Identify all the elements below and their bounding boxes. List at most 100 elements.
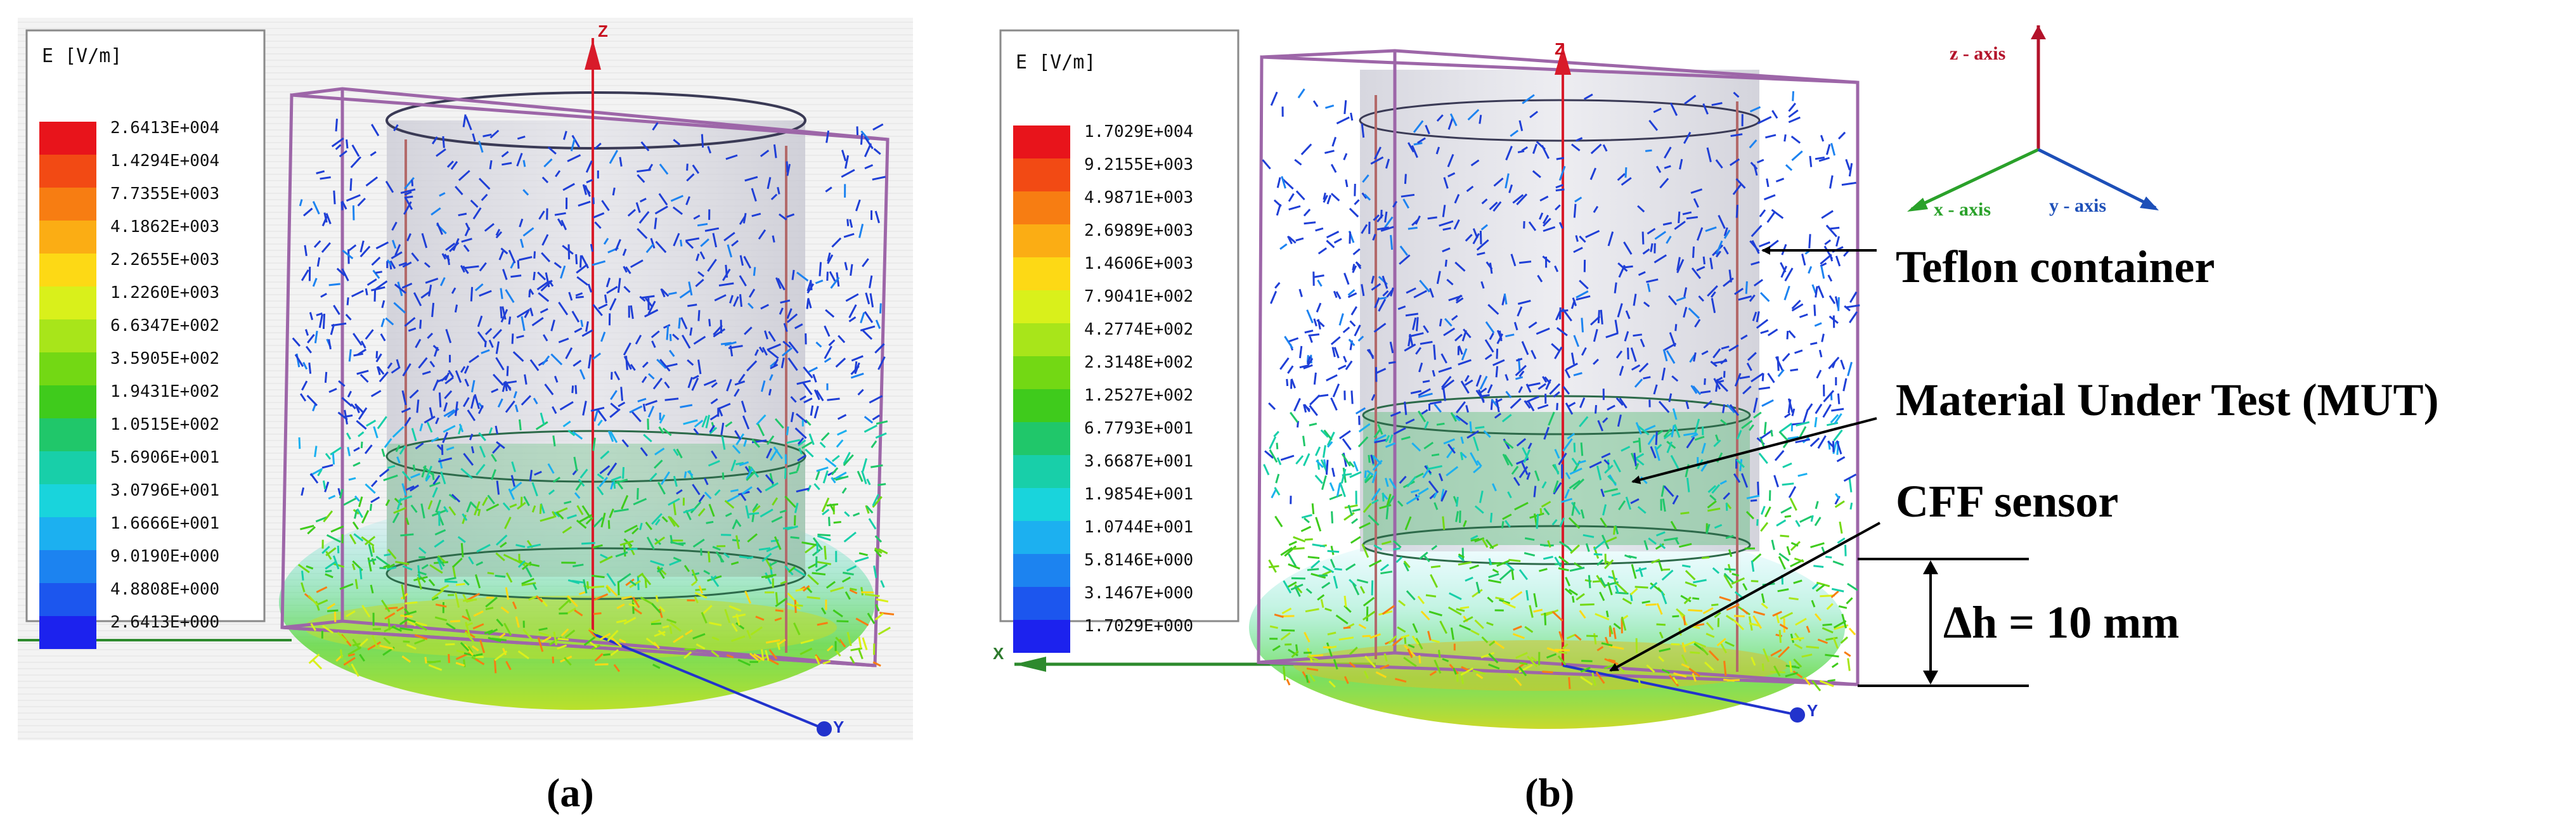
panel-a-field-vector: [476, 544, 491, 553]
panel-b-field-vector: [1544, 612, 1547, 626]
panel-a-field-vector: [502, 269, 508, 280]
panel-b-field-vector: [1505, 520, 1511, 528]
panel-a-field-vector: [588, 627, 598, 634]
panel-b-field-vector: [1666, 350, 1676, 364]
panel-a-field-vector: [730, 460, 737, 472]
panel-a-field-vector: [331, 322, 347, 327]
panel-b-field-vector: [1288, 553, 1297, 567]
panel-b-field-vector: [1838, 131, 1846, 140]
panel-b-field-vector: [1349, 579, 1357, 587]
panel-a-field-vector: [787, 602, 801, 610]
panel-b-field-vector: [1779, 623, 1789, 630]
panel-b-field-vector: [1791, 299, 1801, 310]
panel-b-field-vector: [1325, 460, 1329, 475]
panel-b-field-vector: [1438, 650, 1441, 659]
panel-a-field-vector: [386, 563, 396, 569]
panel-a-field-vector: [751, 188, 757, 202]
panel-a-field-vector: [444, 376, 454, 385]
panel-a-field-vector: [359, 245, 371, 258]
panel-a-field-vector: [396, 606, 405, 612]
panel-a-field-vector: [435, 603, 447, 608]
panel-a-field-vector: [647, 300, 656, 314]
panel-b-field-vector: [1710, 291, 1716, 298]
panel-a-field-vector: [495, 341, 500, 354]
panel-a-field-vector: [335, 119, 338, 132]
panel-b-field-vector: [1683, 596, 1692, 605]
panel-a-field-vector: [580, 255, 590, 269]
panel-b-field-vector: [1499, 599, 1510, 605]
panel-a-field-vector: [435, 417, 439, 425]
panel-b-field-vector: [1389, 342, 1394, 354]
panel-a-field-vector: [645, 637, 657, 646]
panel-a-field-vector: [562, 183, 575, 191]
panel-b-field-vector: [1480, 652, 1495, 659]
panel-a-field-vector: [860, 133, 864, 145]
panel-b-field-vector: [1489, 640, 1496, 646]
panel-a-field-vector: [379, 371, 389, 383]
panel-a-field-vector: [824, 357, 832, 363]
panel-b-field-vector: [1537, 383, 1546, 390]
panel-b-field-vector: [1424, 421, 1429, 429]
panel-a-field-vector: [802, 382, 813, 395]
panel-b-field-vector: [1810, 542, 1825, 548]
panel-b-field-vector: [1635, 567, 1647, 572]
panel-b-field-vector: [1489, 202, 1498, 210]
panel-a-field-vector: [876, 420, 888, 425]
panel-b-field-vector: [1532, 170, 1541, 178]
panel-b-field-vector: [1829, 175, 1834, 189]
panel-a-field-vector: [739, 275, 747, 286]
panel-a-field-vector: [838, 335, 846, 344]
panel-b-field-vector: [1427, 465, 1442, 470]
panel-b-field-vector: [1280, 546, 1293, 556]
panel-a-field-vector: [485, 596, 498, 608]
panel-b-field-vector: [1737, 430, 1742, 440]
panel-a-field-vector: [361, 510, 370, 524]
panel-a-field-vector: [619, 638, 626, 643]
panel-b-field-vector: [1689, 354, 1696, 363]
panel-a-legend-swatch: [39, 221, 96, 254]
panel-a-field-vector: [514, 558, 526, 567]
panel-a-field-vector: [372, 269, 380, 280]
panel-a-field-vector: [864, 136, 874, 150]
panel-b-field-vector: [1322, 570, 1332, 576]
panel-b-field-vector: [1326, 231, 1340, 239]
panel-a-legend-value: 3.0796E+001: [110, 481, 219, 500]
panel-b-field-vector: [1377, 423, 1383, 435]
panel-a-field-vector: [559, 401, 574, 411]
panel-b-field-vector: [1487, 596, 1494, 603]
panel-a-field-vector: [770, 193, 778, 200]
panel-a-legend-swatch: [39, 550, 96, 583]
panel-a-field-vector: [835, 636, 841, 643]
panel-b-field-vector: [1845, 158, 1851, 170]
panel-a-field-vector: [609, 508, 614, 518]
panel-b-field-vector: [1690, 385, 1698, 394]
panel-b-field-vector: [1406, 476, 1417, 487]
panel-a-field-vector: [650, 238, 656, 249]
panel-b-field-vector: [1349, 207, 1359, 218]
panel-b-field-vector: [1418, 487, 1429, 496]
panel-b-field-vector: [1832, 560, 1844, 567]
panel-b-field-vector: [1656, 623, 1666, 626]
panel-a-field-vector: [473, 610, 484, 617]
panel-a-field-vector: [844, 511, 850, 517]
panel-a-field-vector: [703, 570, 711, 575]
panel-a-field-vector: [600, 450, 610, 460]
panel-a-field-vector: [786, 426, 789, 435]
panel-a-field-vector: [427, 332, 434, 339]
panel-a-field-vector: [874, 210, 880, 224]
panel-b-field-vector: [1534, 470, 1540, 482]
panel-a-field-vector: [370, 480, 378, 487]
panel-a-field-vector: [517, 650, 529, 660]
panel-b-field-vector: [1692, 672, 1697, 682]
panel-b-field-vector: [1719, 480, 1727, 485]
panel-b-legend-value: 3.6687E+001: [1084, 452, 1193, 471]
panel-a-field-vector: [731, 622, 738, 632]
panel-b-field-vector: [1508, 184, 1513, 193]
panel-a-field-vector: [346, 610, 356, 617]
panel-b-field-vector: [1707, 485, 1716, 493]
panel-a-field-vector: [666, 325, 670, 340]
panel-a-field-vector: [370, 496, 380, 503]
panel-b-field-vector: [1407, 142, 1414, 153]
panel-b-field-vector: [1660, 591, 1667, 605]
panel-a-field-vector: [808, 433, 815, 446]
